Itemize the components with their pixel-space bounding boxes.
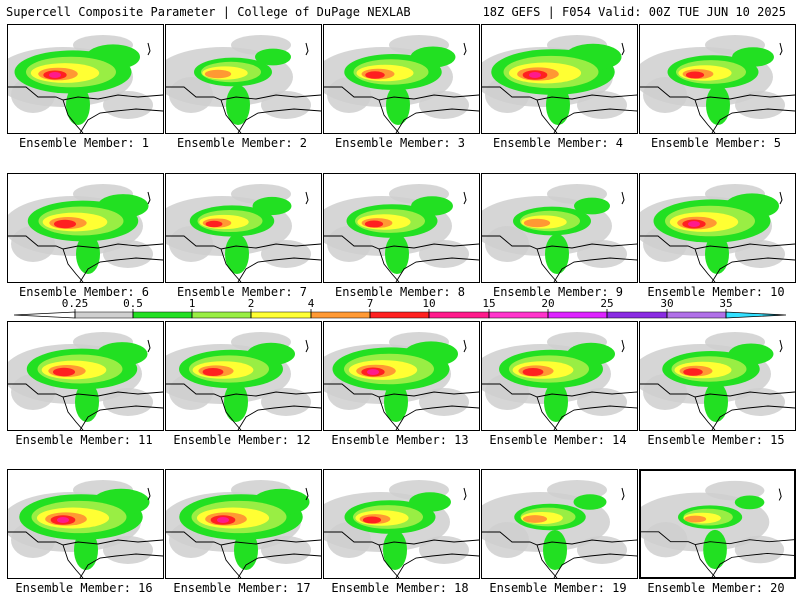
ensemble-member-panel[interactable] [7, 321, 164, 431]
ensemble-member-label: Ensemble Member: 10 [647, 285, 785, 299]
scp-map [640, 184, 795, 282]
colorbar-segment [547, 311, 608, 319]
scp-map [166, 35, 321, 133]
ensemble-member-panel[interactable] [323, 173, 480, 283]
ensemble-member-panel[interactable] [323, 469, 480, 579]
ensemble-member-panel[interactable] [165, 173, 322, 283]
ensemble-member-panel[interactable] [639, 469, 796, 579]
scp-map [166, 184, 321, 282]
scp-map [641, 480, 794, 577]
ensemble-member-panel[interactable] [639, 321, 796, 431]
ensemble-member-panel[interactable] [639, 173, 796, 283]
colorbar-tick-label: 30 [660, 297, 674, 310]
ensemble-member-panel[interactable] [481, 321, 638, 431]
ensemble-member-label: Ensemble Member: 6 [18, 285, 150, 299]
scp-map [166, 480, 321, 578]
scp-map [166, 332, 321, 430]
ensemble-member-label: Ensemble Member: 11 [15, 433, 153, 447]
colorbar-segment [666, 311, 727, 319]
ensemble-member-label: Ensemble Member: 1 [18, 136, 150, 150]
scp-map [324, 35, 479, 133]
colorbar-segment [488, 311, 549, 319]
scp-map [482, 480, 637, 578]
ensemble-member-label: Ensemble Member: 4 [492, 136, 624, 150]
colorbar-tick-label: 4 [307, 297, 315, 310]
ensemble-member-label: Ensemble Member: 2 [176, 136, 308, 150]
ensemble-member-panel[interactable] [7, 24, 164, 134]
scp-map [324, 184, 479, 282]
page-title: Supercell Composite Parameter | College … [6, 5, 411, 19]
ensemble-member-label: Ensemble Member: 17 [173, 581, 311, 595]
colorbar-tick-label: 15 [482, 297, 496, 310]
scp-map [8, 184, 163, 282]
colorbar-segment [250, 311, 312, 319]
ensemble-member-label: Ensemble Member: 18 [331, 581, 469, 595]
colorbar-tick-label: 20 [541, 297, 555, 310]
colorbar-segment [369, 311, 430, 319]
ensemble-member-panel[interactable] [165, 321, 322, 431]
colorbar-tick-label: 1 [188, 297, 196, 310]
ensemble-member-label: Ensemble Member: 12 [173, 433, 311, 447]
scp-map [482, 184, 637, 282]
ensemble-member-panel[interactable] [639, 24, 796, 134]
ensemble-member-label: Ensemble Member: 13 [331, 433, 469, 447]
ensemble-member-panel[interactable] [481, 24, 638, 134]
ensemble-member-label: Ensemble Member: 9 [492, 285, 624, 299]
scp-map [640, 332, 795, 430]
ensemble-member-label: Ensemble Member: 8 [334, 285, 466, 299]
ensemble-member-panel[interactable] [165, 24, 322, 134]
ensemble-member-label: Ensemble Member: 20 [647, 581, 785, 595]
colorbar-tick-label: 25 [600, 297, 614, 310]
scp-map [640, 35, 795, 133]
scp-map [324, 480, 479, 578]
scp-map [8, 480, 163, 578]
ensemble-member-panel[interactable] [323, 321, 480, 431]
colorbar-segment [132, 311, 193, 319]
ensemble-member-label: Ensemble Member: 15 [647, 433, 785, 447]
colorbar-tick-label: 2 [247, 297, 255, 310]
colorbar-tick-label: 7 [366, 297, 374, 310]
ensemble-member-label: Ensemble Member: 3 [334, 136, 466, 150]
ensemble-member-panel[interactable] [7, 173, 164, 283]
colorbar-segment [310, 311, 371, 319]
scp-map [482, 332, 637, 430]
scp-map [8, 332, 163, 430]
run-info: 18Z GEFS | F054 Valid: 00Z TUE JUN 10 20… [482, 5, 786, 19]
colorbar-tick-label: 35 [719, 297, 733, 310]
ensemble-member-panel[interactable] [323, 24, 480, 134]
colorbar-segment [74, 311, 134, 319]
scp-map [8, 35, 163, 133]
ensemble-member-panel[interactable] [7, 469, 164, 579]
ensemble-member-label: Ensemble Member: 14 [489, 433, 627, 447]
colorbar-segment [428, 311, 490, 319]
ensemble-member-label: Ensemble Member: 19 [489, 581, 627, 595]
colorbar-tick-label: 0.5 [123, 297, 143, 310]
ensemble-member-label: Ensemble Member: 7 [176, 285, 308, 299]
colorbar-segment [191, 311, 252, 319]
scp-map [482, 35, 637, 133]
ensemble-member-panel[interactable] [481, 173, 638, 283]
colorbar-segment [606, 311, 668, 319]
colorbar-tick-label: 10 [422, 297, 436, 310]
ensemble-member-panel[interactable] [165, 469, 322, 579]
colorbar-tick-label: 0.25 [61, 297, 89, 310]
scp-map [324, 332, 479, 430]
ensemble-member-label: Ensemble Member: 5 [650, 136, 782, 150]
ensemble-member-panel[interactable] [481, 469, 638, 579]
colorbar [13, 309, 787, 319]
ensemble-member-label: Ensemble Member: 16 [15, 581, 153, 595]
